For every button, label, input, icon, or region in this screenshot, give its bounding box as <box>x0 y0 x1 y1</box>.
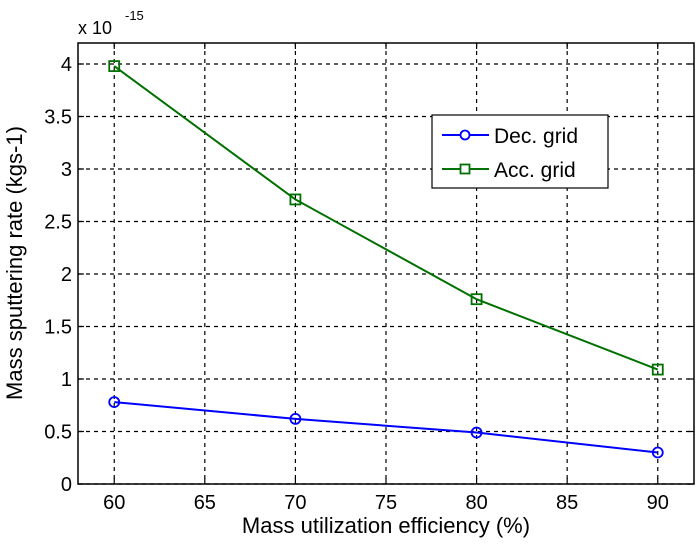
legend: Dec. grid Acc. grid <box>431 114 609 189</box>
series-line-acc-grid <box>113 65 659 371</box>
legend-marker-square <box>459 163 471 175</box>
data-point-dec-grid <box>108 396 121 409</box>
data-point-dec-grid <box>470 426 483 439</box>
y-tick-label: 1.5 <box>44 317 72 339</box>
legend-label: Acc. grid <box>494 159 576 182</box>
y-tick-label: 3.5 <box>44 107 72 129</box>
data-point-acc-grid <box>289 193 302 206</box>
data-point-acc-grid <box>651 363 664 376</box>
y-tick-label: 1 <box>61 369 72 391</box>
series-group <box>108 60 664 459</box>
y-tick-label: 4 <box>61 54 72 76</box>
series-line-dec-grid <box>114 401 658 454</box>
data-point-dec-grid <box>289 412 302 425</box>
x-tick-label: 90 <box>647 492 669 514</box>
axis-ticks: 60 65 70 75 80 85 90 0 0.5 1 1.5 2 2.5 3 3.5 4 <box>44 43 694 514</box>
legend-label: Dec. grid <box>494 125 578 148</box>
y-multiplier-exponent: -15 <box>125 8 144 23</box>
grid-lines <box>78 43 694 485</box>
data-point-acc-grid <box>108 60 121 72</box>
x-tick-label: 75 <box>375 492 397 514</box>
x-axis-label: Mass utilization efficiency (%) <box>242 513 530 538</box>
y-axis-label: Mass sputtering rate (kgs-1) <box>2 126 27 400</box>
legend-box <box>431 114 609 189</box>
y-tick-label: 2 <box>61 264 72 286</box>
x-tick-label: 85 <box>556 492 578 514</box>
data-point-dec-grid <box>651 446 664 459</box>
x-tick-label: 65 <box>194 492 216 514</box>
y-tick-label: 0.5 <box>44 422 72 444</box>
y-tick-label: 3 <box>61 159 72 181</box>
data-point-acc-grid <box>470 293 483 306</box>
y-tick-label: 0 <box>61 474 72 496</box>
x-tick-label: 80 <box>465 492 487 514</box>
y-multiplier-base: x 10 <box>78 18 112 38</box>
y-tick-label: 2.5 <box>44 212 72 234</box>
legend-marker-circle <box>459 129 471 141</box>
x-tick-label: 60 <box>103 492 125 514</box>
x-tick-label: 70 <box>284 492 306 514</box>
